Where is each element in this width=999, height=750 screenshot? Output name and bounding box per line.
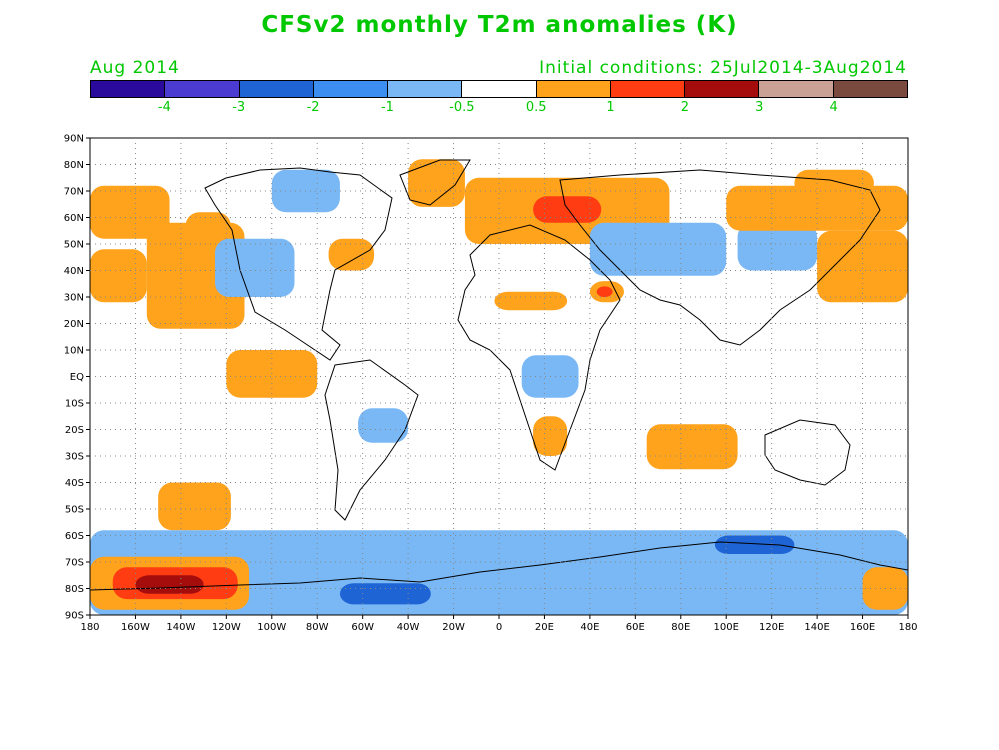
anomaly-region-warm xyxy=(408,159,465,207)
colorbar-label: -0.5 xyxy=(449,100,475,115)
lon-label: 20W xyxy=(442,622,465,633)
lon-label: 100W xyxy=(257,622,286,633)
forecast-month: Aug 2014 xyxy=(90,58,180,78)
colorbar-label: 2 xyxy=(680,100,690,115)
anomaly-region-warm xyxy=(794,169,874,197)
anomaly-region-warm xyxy=(90,185,170,239)
lat-label: EQ xyxy=(70,372,84,383)
coastlines xyxy=(90,159,908,591)
lon-label: 120E xyxy=(759,622,784,633)
lat-label: 60S xyxy=(65,531,84,542)
lon-label: 180 xyxy=(80,622,99,633)
anomaly-region-extreme xyxy=(135,575,204,594)
lat-label: 40N xyxy=(64,266,84,277)
longitude-labels: 180 160W 140W 120W 100W 80W 60W 40W 20W 0 20E 40E 60… xyxy=(80,615,918,633)
anomaly-regions xyxy=(90,159,908,615)
colorbar-segment xyxy=(685,81,760,97)
colorbar xyxy=(90,80,908,98)
anomaly-region-hot xyxy=(533,196,602,223)
lon-label: 0 xyxy=(496,622,502,633)
lat-label: 60N xyxy=(64,213,84,224)
anomaly-region-warm xyxy=(90,249,147,303)
lat-label: 10N xyxy=(64,346,84,357)
colorbar-segment xyxy=(388,81,463,97)
lon-label: 180 xyxy=(898,622,917,633)
lat-label: 80N xyxy=(64,160,84,171)
lon-label: 60E xyxy=(626,622,645,633)
lat-label: 50S xyxy=(65,505,84,516)
lon-label: 20E xyxy=(535,622,554,633)
colorbar-label: 4 xyxy=(829,100,838,115)
anomaly-region-warm xyxy=(646,424,738,470)
anomaly-region-cool xyxy=(737,222,818,271)
lon-label: 120W xyxy=(212,622,241,633)
lat-label: 90N xyxy=(64,134,84,145)
anomaly-region-cool xyxy=(589,222,727,276)
lon-label: 80E xyxy=(671,622,690,633)
lat-label: 20S xyxy=(65,425,84,436)
anomaly-region-warm xyxy=(158,482,231,531)
colorbar-segment xyxy=(239,81,314,97)
colorbar-segment xyxy=(610,81,686,97)
colorbar-label: -4 xyxy=(157,100,171,115)
lat-label: 40S xyxy=(65,478,84,489)
colorbar-label: -1 xyxy=(380,100,394,115)
anomaly-region-cool xyxy=(90,530,908,615)
colorbar-segment xyxy=(833,81,907,97)
colorbar-segment xyxy=(759,81,834,97)
lat-label: 20N xyxy=(64,319,84,330)
lon-label: 160E xyxy=(850,622,875,633)
colorbar-segment xyxy=(91,81,166,97)
anomaly-region-warm xyxy=(817,230,908,303)
lat-label: 70S xyxy=(65,558,84,569)
colorbar-segment xyxy=(313,81,389,97)
lat-label: 30N xyxy=(64,293,84,304)
lon-label: 140W xyxy=(166,622,195,633)
latitude-labels: 90N 80N 70N 60N 50N 40N 30N 20N 10N EQ 10S 20S 30S 40… xyxy=(64,134,90,622)
lat-label: 80S xyxy=(65,584,84,595)
anomaly-region-warm xyxy=(494,291,568,311)
colorbar-segment xyxy=(536,81,611,97)
initial-conditions: Initial conditions: 25Jul2014-3Aug2014 xyxy=(539,58,907,78)
colorbar-label: 0.5 xyxy=(525,100,547,115)
lat-label: 30S xyxy=(65,452,84,463)
lon-label: 100E xyxy=(714,622,739,633)
lat-label: 50N xyxy=(64,240,84,251)
anomaly-region-warm xyxy=(533,416,568,456)
colorbar-segment xyxy=(462,81,537,97)
lat-label: 10S xyxy=(65,399,84,410)
anomaly-region-coldcore xyxy=(714,535,795,555)
colorbar-segment xyxy=(165,81,240,97)
lat-label: 70N xyxy=(64,187,84,198)
map-title: CFSv2 monthly T2m anomalies (K) xyxy=(261,12,738,38)
anomaly-region-coldcore xyxy=(339,583,431,605)
colorbar-label: 1 xyxy=(606,100,615,115)
lon-label: 80W xyxy=(306,622,329,633)
lat-label: 90S xyxy=(65,611,84,622)
lon-label: 140E xyxy=(804,622,829,633)
lon-label: 40W xyxy=(397,622,420,633)
lon-label: 40E xyxy=(580,622,599,633)
colorbar-label: -3 xyxy=(232,100,246,115)
anomaly-region-warm xyxy=(328,238,375,271)
anomaly-region-cool xyxy=(358,408,409,443)
lon-label: 60W xyxy=(351,622,374,633)
lon-label: 160W xyxy=(121,622,150,633)
colorbar-label: 3 xyxy=(755,100,764,115)
colorbar-labels: -4 -3 -2 -1 -0.5 0.5 1 2 3 4 xyxy=(90,100,908,118)
colorbar-label: -2 xyxy=(306,100,320,115)
anomaly-region-hot xyxy=(596,286,613,297)
anomaly-region-cool xyxy=(214,238,295,297)
